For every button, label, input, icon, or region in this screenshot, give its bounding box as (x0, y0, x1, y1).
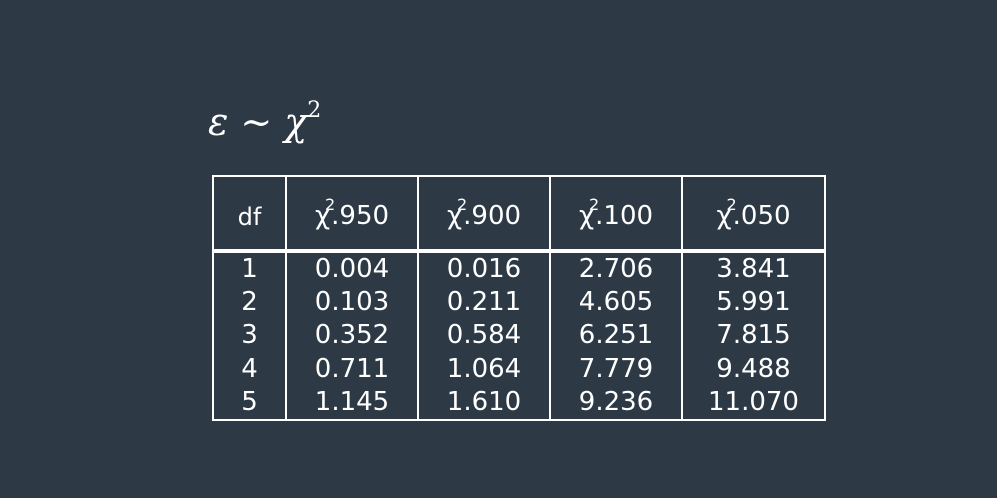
cell-chi-100: 7.779 (549, 352, 682, 386)
cell-chi-100: 2.706 (549, 252, 682, 287)
table-row: 4 0.711 1.064 7.779 9.488 (213, 352, 825, 386)
cell-chi-900: 1.610 (417, 385, 550, 420)
header-chi-950-letter: χ (314, 201, 330, 231)
cell-chi-050: 5.991 (681, 286, 825, 320)
header-chi-050: χ2.050 (681, 176, 825, 250)
table-row: 1 0.004 0.016 2.706 3.841 (213, 252, 825, 287)
chi-square-table-header: df χ2.950 χ2.900 χ2.100 χ2.050 (212, 175, 826, 251)
cell-chi-050: 7.815 (681, 319, 825, 353)
cell-chi-950: 0.103 (285, 286, 418, 320)
cell-chi-900: 0.584 (417, 319, 550, 353)
cell-df: 5 (241, 386, 258, 417)
cell-df: 2 (241, 287, 258, 318)
cell-chi-900: 1.064 (417, 352, 550, 386)
table-row: 2 0.103 0.211 4.605 5.991 (213, 286, 825, 320)
tilde-symbol: ∼ (240, 100, 273, 144)
header-chi-100-sub: .100 (595, 201, 654, 231)
header-row: df χ2.950 χ2.900 χ2.100 χ2.050 (213, 176, 825, 250)
cell-df: 4 (241, 353, 258, 384)
cell-chi-900: 0.211 (417, 286, 550, 320)
header-chi-900: χ2.900 (417, 176, 550, 250)
chi-square-table-body: 1 0.004 0.016 2.706 3.841 2 0.103 0.211 … (212, 251, 826, 421)
header-chi-100-power: 2 (588, 195, 600, 214)
table-row: 5 1.145 1.610 9.236 11.070 (213, 385, 825, 420)
header-chi-100-letter: χ (578, 201, 594, 231)
header-chi-950-power: 2 (324, 195, 336, 214)
chi-square-formula: ε ∼ χ2 (208, 100, 321, 144)
cell-chi-950: 1.145 (285, 385, 418, 420)
table-row: 3 0.352 0.584 6.251 7.815 (213, 319, 825, 353)
header-chi-900-letter: χ (446, 201, 462, 231)
epsilon-symbol: ε (208, 100, 229, 144)
header-chi-050-power: 2 (726, 195, 737, 214)
cell-chi-900: 0.016 (417, 252, 550, 287)
cell-df: 3 (241, 320, 258, 351)
cell-chi-100: 9.236 (549, 385, 682, 420)
cell-chi-100: 6.251 (549, 319, 682, 353)
cell-chi-950: 0.004 (285, 252, 418, 287)
cell-chi-050: 11.070 (681, 385, 825, 420)
header-chi-900-power: 2 (456, 195, 468, 214)
formula-exponent: 2 (307, 98, 322, 124)
cell-chi-100: 4.605 (549, 286, 682, 320)
chi-symbol: χ (284, 100, 308, 144)
cell-chi-050: 3.841 (681, 252, 825, 287)
header-chi-050-letter: χ (716, 201, 732, 231)
header-chi-950: χ2.950 (285, 176, 418, 250)
header-chi-950-sub: .950 (331, 201, 390, 231)
header-chi-100: χ2.100 (549, 176, 682, 250)
cell-chi-950: 0.711 (285, 352, 418, 386)
cell-chi-950: 0.352 (285, 319, 418, 353)
header-df: df (237, 203, 262, 231)
header-chi-050-sub: .050 (732, 201, 791, 231)
header-chi-900-sub: .900 (463, 201, 522, 231)
cell-chi-050: 9.488 (681, 352, 825, 386)
cell-df: 1 (241, 254, 258, 285)
